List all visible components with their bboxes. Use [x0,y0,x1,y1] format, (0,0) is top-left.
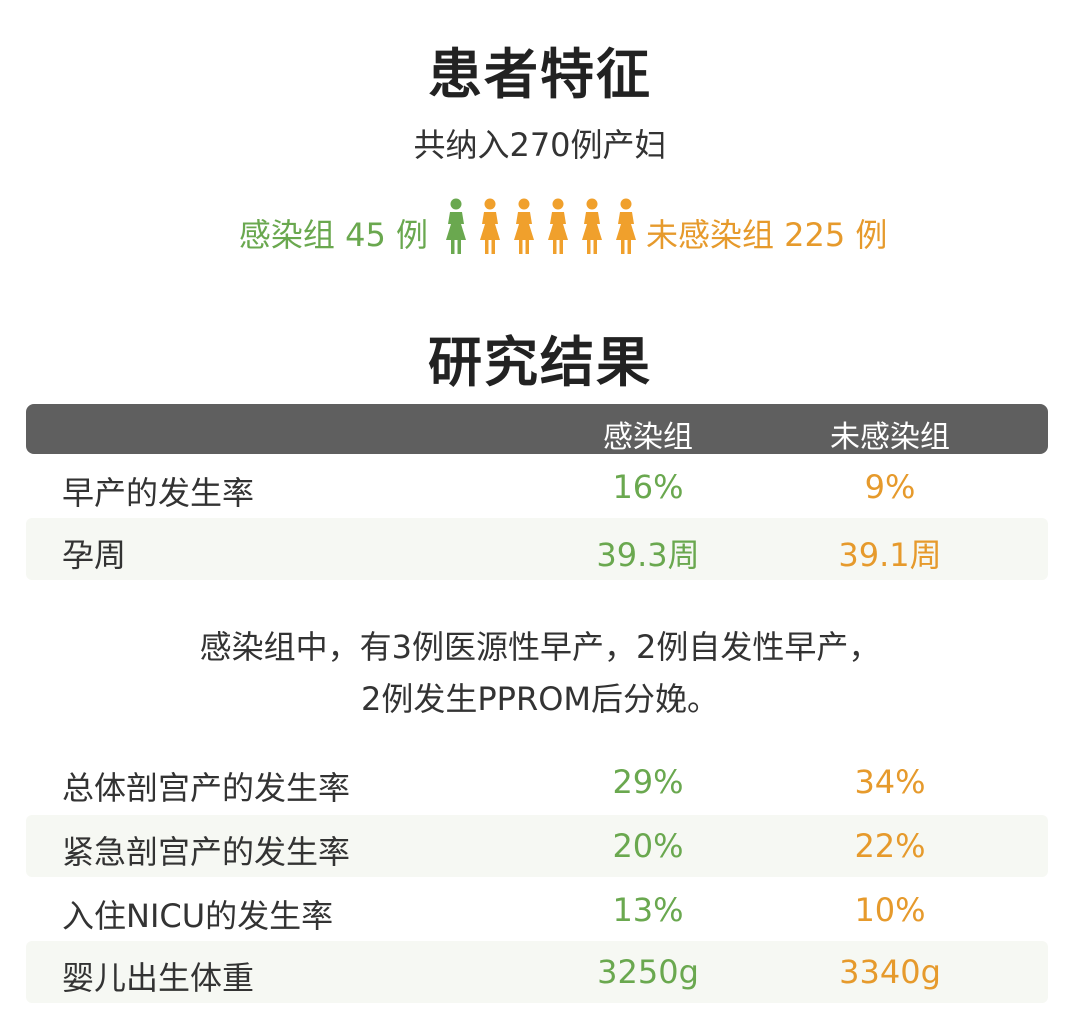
note-line: 感染组中，有3例医源性早产，2例自发性早产， [199,628,881,666]
uninfected-value: 22% [854,827,926,865]
column-header-uninfected: 未感染组 [830,420,950,455]
uninfected-value: 10% [854,891,926,929]
row-label: 总体剖宫产的发生率 [62,769,351,807]
person-icon [616,198,636,254]
infected-value: 39.3周 [596,536,700,574]
uninfected-value: 39.1周 [838,536,942,574]
people-icons [444,198,640,258]
uninfected-value: 9% [864,468,916,506]
person-icon [446,198,466,254]
row-label: 入住NICU的发生率 [62,897,334,935]
person-icon [548,198,568,254]
infected-value: 16% [612,468,684,506]
infected-value: 20% [612,827,684,865]
uninfected-value: 34% [854,763,926,801]
row-label: 婴儿出生体重 [62,959,255,997]
table-row: 孕周 39.3周 39.1周 [26,518,1048,580]
note-line: 2例发生PPROM后分娩。 [361,680,719,718]
table-row: 总体剖宫产的发生率 29% 34% [26,751,1048,813]
table-header: 感染组 未感染组 [26,404,1048,455]
table-row: 早产的发生率 16% 9% [26,456,1048,518]
uninfected-value: 3340g [839,953,941,991]
table-row: 紧急剖宫产的发生率 20% 22% [26,815,1048,877]
total-patients-text: 共纳入270例产妇 [413,126,667,164]
infected-group-label: 感染组 45 例 [238,216,428,254]
patient-characteristics-title: 患者特征 [428,43,652,106]
infected-value: 3250g [597,953,699,991]
study-results-title: 研究结果 [428,331,652,394]
person-icon [480,198,500,254]
person-icon [582,198,602,254]
table-row: 入住NICU的发生率 13% 10% [26,879,1048,941]
row-label: 早产的发生率 [62,474,255,512]
person-icon [514,198,534,254]
infected-value: 13% [612,891,684,929]
column-header-infected: 感染组 [603,420,693,455]
uninfected-group-label: 未感染组 225 例 [646,216,888,254]
row-label: 孕周 [62,536,127,574]
row-label: 紧急剖宫产的发生率 [62,833,351,871]
group-summary: 感染组 45 例 未感染组 225 例 [0,198,1080,262]
infected-value: 29% [612,763,684,801]
table-row: 婴儿出生体重 3250g 3340g [26,941,1048,1003]
